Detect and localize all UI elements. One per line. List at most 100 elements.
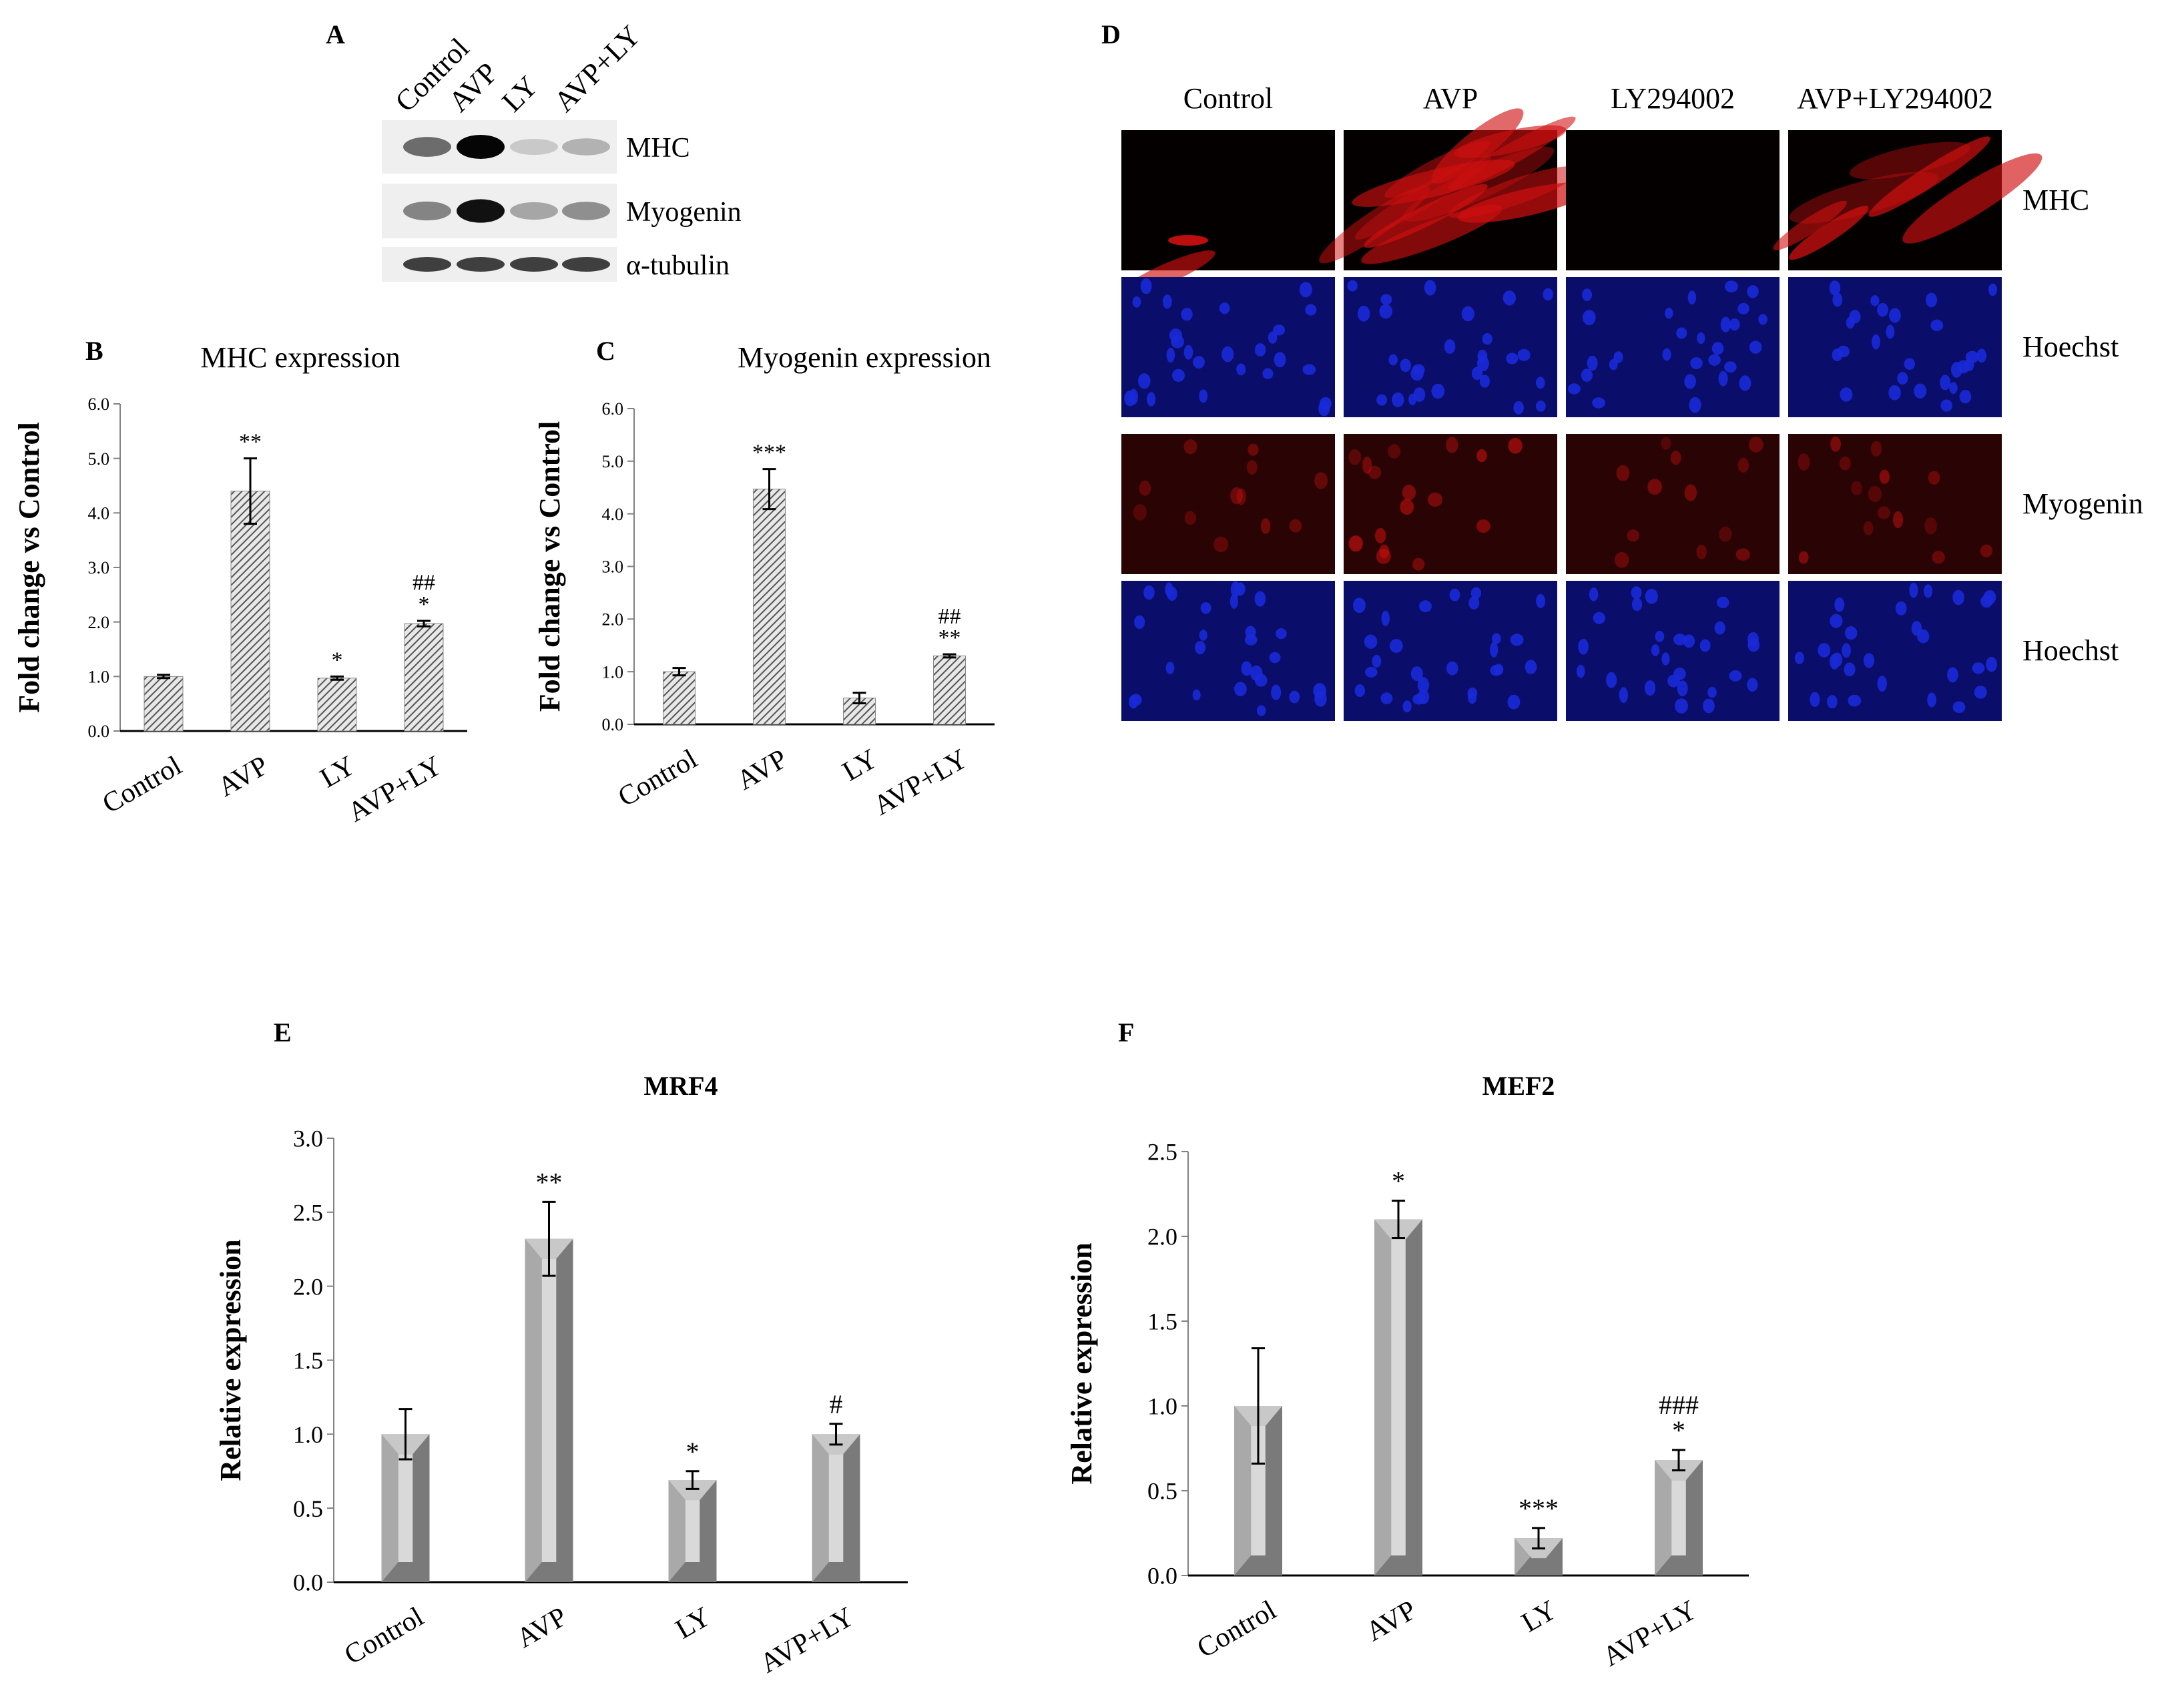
nucleus [1832,292,1843,307]
nucleus [1976,348,1986,363]
micro-row-label: Hoechst [2022,330,2119,363]
myogenin-nucleus [1615,551,1629,568]
myogenin-nucleus [1139,480,1151,496]
significance-mark: *** [1519,1493,1559,1523]
nucleus [1911,621,1922,636]
nucleus [1661,652,1670,666]
significance-mark: * [419,592,430,617]
nucleus [1147,392,1156,407]
blot-band [403,201,451,221]
nucleus [1747,285,1759,298]
micro-row-label: Hoechst [2022,634,2119,667]
nucleus [1810,692,1820,708]
blot-band [510,202,558,220]
y-tick-label: 3.0 [293,1126,323,1152]
micro-column-label: AVP [1423,82,1478,115]
nucleus [1380,692,1393,704]
nucleus [1471,367,1483,381]
y-tick-label: 1.0 [88,667,110,686]
nucleus [1644,680,1656,696]
bar [317,678,357,732]
chart-title: MHC expression [200,347,400,374]
myogenin-nucleus [1893,511,1904,529]
nucleus [1927,692,1936,708]
nucleus [1372,654,1382,668]
nucleus [1219,302,1230,314]
nucleus [1503,290,1517,306]
nucleus [1842,643,1851,658]
nucleus [1254,591,1266,607]
panel-label-f: F [1118,1017,1135,1047]
nucleus [1380,294,1392,305]
bar-bevel-center [685,1500,700,1562]
myogenin-nucleus [1851,481,1862,495]
nucleus [1592,397,1605,409]
nucleus [1525,660,1537,674]
y-tick-label: 4.0 [602,505,624,524]
nucleus [1676,327,1687,339]
myotube [1902,153,2042,244]
nucleus [1163,294,1172,309]
nucleus [1940,399,1952,412]
nucleus [1924,584,1933,598]
y-tick-label: 2.0 [602,610,624,629]
nucleus [1834,597,1845,612]
y-tick-label: 2.5 [293,1199,323,1226]
myogenin-nucleus [1388,444,1401,459]
nucleus [1829,280,1841,296]
nucleus [1354,684,1365,698]
nucleus [1299,282,1312,298]
myotube [1448,116,1576,191]
nucleus [1412,694,1425,705]
nucleus [1974,686,1987,699]
myogenin-nucleus [1476,449,1487,463]
nucleus [1830,614,1843,628]
myotube [1364,184,1488,248]
micro-tile [1788,434,2002,574]
nucleus [1794,652,1804,664]
panel-label-b: B [85,336,103,366]
x-category-label: LY [671,1602,716,1646]
panel-label-d: D [1101,19,1121,49]
myogenin-nucleus [1183,439,1197,455]
myogenin-nucleus [1924,517,1937,535]
panel-label-c: C [596,336,615,366]
nucleus [1234,682,1247,696]
nucleus [1289,690,1300,704]
nucleus [1510,634,1524,646]
nucleus [1872,334,1880,350]
nucleus [1567,383,1581,395]
bar-bevel-top [668,1480,717,1501]
y-tick-label: 0.0 [1147,1563,1177,1590]
nucleus [1535,377,1545,389]
myogenin-nucleus [1684,484,1697,501]
x-category-label: LY [838,744,883,788]
myogenin-nucleus [1798,551,1809,564]
nucleus [1683,634,1695,648]
myotube [1319,186,1430,264]
myotube [1773,200,1847,250]
nucleus [1352,597,1366,614]
nucleus [1129,389,1138,405]
nucleus [1952,589,1964,605]
nucleus [1699,639,1711,652]
nucleus [1276,628,1287,640]
nucleus [1476,356,1489,372]
x-category-label: Control [1192,1595,1282,1664]
nucleus [1410,367,1424,381]
myogenin-nucleus [1508,437,1523,454]
y-tick-label: 6.0 [88,395,110,414]
nucleus [1848,694,1862,707]
significance-mark: ** [239,430,262,455]
myogenin-nucleus [1246,460,1258,475]
micro-tile [1566,434,1780,574]
nucleus [1392,392,1404,407]
nucleus [1840,387,1853,402]
x-category-label: AVP+LY [868,744,973,822]
x-category-label: Control [339,1602,429,1671]
myogenin-nucleus [1980,544,1993,557]
bar [144,676,184,732]
nucleus [1364,634,1378,649]
x-category-label: AVP [213,750,274,803]
y-tick-label: 1.0 [293,1421,323,1448]
